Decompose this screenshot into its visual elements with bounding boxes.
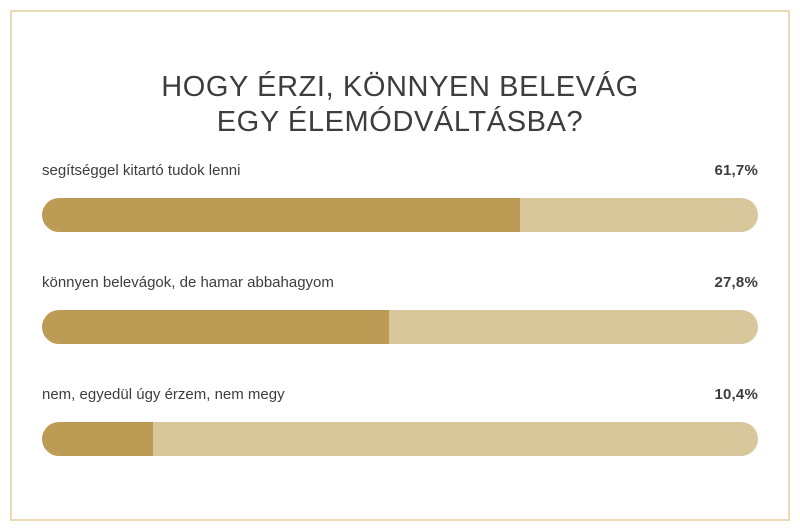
bar-row-3-label: nem, egyedül úgy érzem, nem megy: [42, 386, 285, 403]
bar-row-3-head: nem, egyedül úgy érzem, nem megy 10,4%: [42, 386, 758, 404]
bar-row-1-label: segítséggel kitartó tudok lenni: [42, 162, 241, 179]
bar-row-3-track: [42, 422, 758, 456]
chart-title-line1: HOGY ÉRZI, KÖNNYEN BELEVÁG: [161, 71, 639, 103]
bar-row-1-fill: [42, 198, 521, 232]
bar-row-3-fill: [42, 422, 153, 456]
bar-row-2: könnyen belevágok, de hamar abbahagyom 2…: [42, 274, 758, 344]
bar-row-1-head: segítséggel kitartó tudok lenni 61,7%: [42, 162, 758, 180]
bar-row-2-head: könnyen belevágok, de hamar abbahagyom 2…: [42, 274, 758, 292]
bar-row-1: segítséggel kitartó tudok lenni 61,7%: [42, 162, 758, 232]
bar-row-2-track: [42, 310, 758, 344]
bar-row-2-label: könnyen belevágok, de hamar abbahagyom: [42, 274, 334, 291]
bar-row-1-value: 61,7%: [714, 162, 758, 179]
bar-row-3-value: 10,4%: [714, 386, 758, 403]
bar-row-3: nem, egyedül úgy érzem, nem megy 10,4%: [42, 386, 758, 456]
chart-title-line2: EGY ÉLEMÓDVÁLTÁSBA?: [216, 106, 584, 138]
chart-title: HOGY ÉRZI, KÖNNYEN BELEVÁG EGY ÉLEMÓDVÁL…: [42, 70, 758, 140]
chart-content: HOGY ÉRZI, KÖNNYEN BELEVÁG EGY ÉLEMÓDVÁL…: [12, 70, 788, 456]
bar-row-2-fill: [42, 310, 389, 344]
chart-frame-border: HOGY ÉRZI, KÖNNYEN BELEVÁG EGY ÉLEMÓDVÁL…: [10, 10, 790, 521]
bar-row-2-value: 27,8%: [714, 274, 758, 291]
bar-row-1-track: [42, 198, 758, 232]
